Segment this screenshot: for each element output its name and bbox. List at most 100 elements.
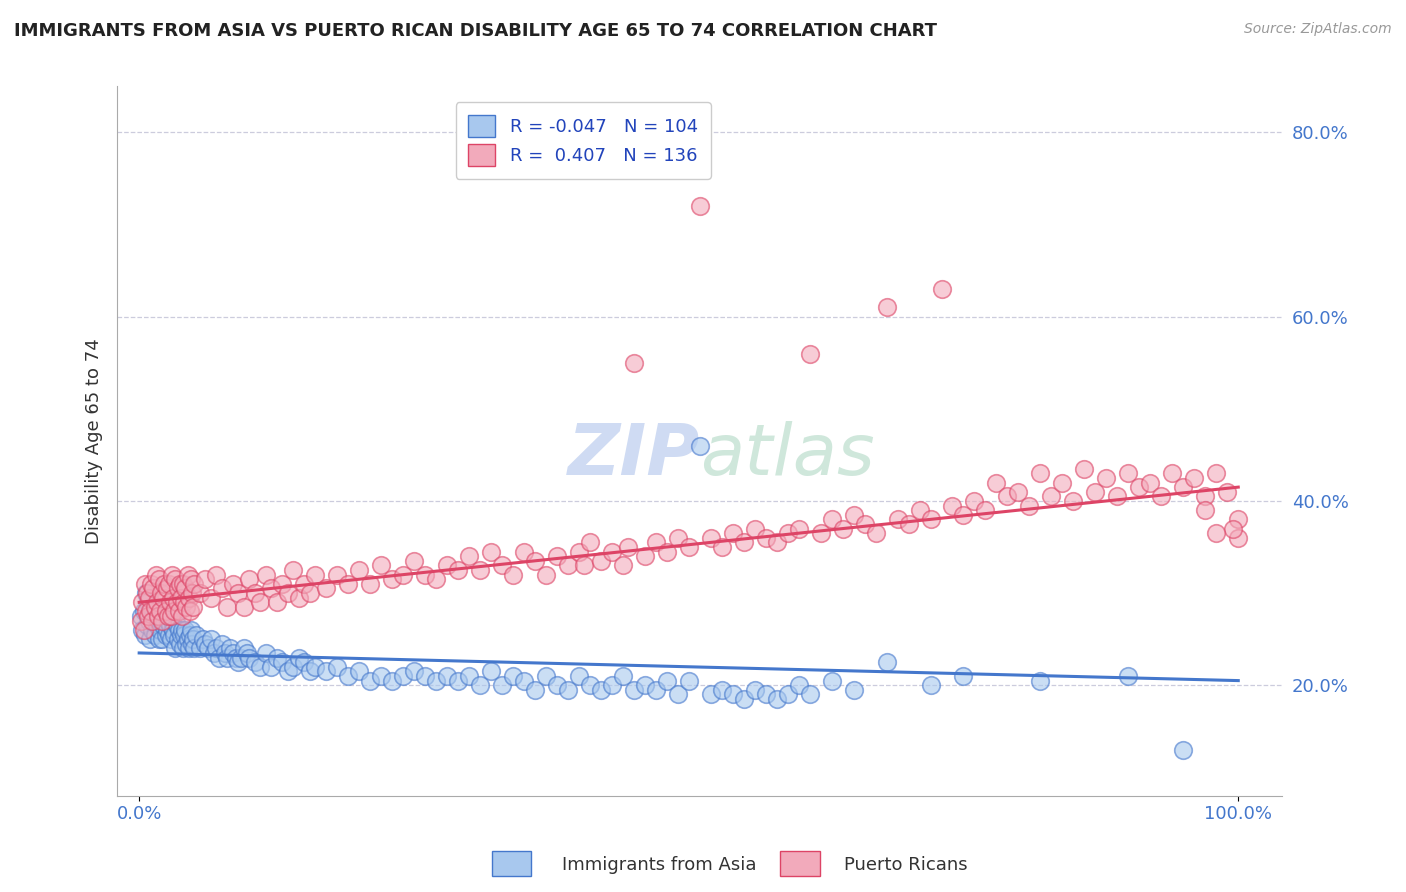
- Point: [281, 563, 304, 577]
- Point: [200, 591, 222, 605]
- Point: [226, 586, 249, 600]
- Point: [172, 641, 194, 656]
- Point: [166, 595, 188, 609]
- Point: [413, 567, 436, 582]
- Point: [908, 503, 931, 517]
- Point: [634, 678, 657, 692]
- Point: [226, 655, 249, 669]
- Point: [217, 599, 239, 614]
- Point: [623, 682, 645, 697]
- Point: [169, 577, 191, 591]
- Point: [578, 678, 600, 692]
- Point: [557, 558, 579, 573]
- Point: [491, 678, 513, 692]
- Point: [156, 609, 179, 624]
- Point: [281, 660, 304, 674]
- Point: [623, 356, 645, 370]
- Point: [810, 526, 832, 541]
- Point: [381, 673, 404, 688]
- Point: [170, 609, 193, 624]
- Text: IMMIGRANTS FROM ASIA VS PUERTO RICAN DISABILITY AGE 65 TO 74 CORRELATION CHART: IMMIGRANTS FROM ASIA VS PUERTO RICAN DIS…: [14, 22, 936, 40]
- Point: [600, 678, 623, 692]
- Point: [513, 544, 536, 558]
- Point: [176, 637, 198, 651]
- Point: [141, 599, 163, 614]
- Point: [135, 586, 157, 600]
- Point: [143, 627, 166, 641]
- Point: [243, 586, 266, 600]
- Point: [231, 650, 253, 665]
- Point: [225, 650, 247, 665]
- Point: [173, 595, 195, 609]
- Point: [134, 627, 156, 641]
- Point: [188, 641, 211, 656]
- Point: [139, 605, 162, 619]
- Point: [134, 577, 156, 591]
- Point: [952, 669, 974, 683]
- Point: [546, 678, 568, 692]
- Point: [177, 591, 200, 605]
- Point: [145, 605, 167, 619]
- Point: [165, 572, 187, 586]
- Point: [131, 623, 153, 637]
- Point: [744, 522, 766, 536]
- Point: [941, 499, 963, 513]
- Point: [425, 572, 447, 586]
- Point: [149, 605, 172, 619]
- Point: [392, 567, 415, 582]
- Point: [152, 618, 174, 632]
- Point: [181, 632, 204, 647]
- Point: [191, 632, 214, 647]
- Point: [148, 572, 170, 586]
- Point: [425, 673, 447, 688]
- Point: [392, 669, 415, 683]
- Point: [315, 582, 337, 596]
- Point: [589, 682, 612, 697]
- Point: [842, 682, 865, 697]
- Point: [600, 544, 623, 558]
- Point: [150, 586, 173, 600]
- Point: [156, 614, 179, 628]
- Point: [159, 618, 181, 632]
- Point: [138, 591, 160, 605]
- Point: [292, 655, 315, 669]
- Point: [148, 632, 170, 647]
- Point: [337, 669, 360, 683]
- Point: [1161, 467, 1184, 481]
- Point: [139, 632, 162, 647]
- Point: [131, 614, 153, 628]
- Point: [131, 609, 153, 624]
- Point: [260, 582, 283, 596]
- Point: [166, 632, 188, 647]
- Point: [254, 646, 277, 660]
- Point: [277, 665, 299, 679]
- Point: [145, 595, 167, 609]
- Point: [146, 614, 169, 628]
- Point: [162, 591, 184, 605]
- Point: [135, 586, 157, 600]
- Point: [141, 577, 163, 591]
- Point: [181, 637, 204, 651]
- Point: [277, 586, 299, 600]
- Point: [292, 577, 315, 591]
- Point: [163, 605, 186, 619]
- Point: [219, 641, 242, 656]
- Point: [370, 558, 392, 573]
- Point: [1227, 531, 1250, 545]
- Point: [644, 682, 666, 697]
- Point: [304, 660, 326, 674]
- Point: [1095, 471, 1118, 485]
- Point: [166, 582, 188, 596]
- Point: [180, 572, 202, 586]
- Point: [131, 595, 153, 609]
- Point: [136, 595, 159, 609]
- Point: [153, 614, 176, 628]
- Point: [831, 522, 853, 536]
- Point: [156, 582, 179, 596]
- Point: [149, 623, 172, 637]
- Point: [155, 605, 177, 619]
- Point: [142, 609, 165, 624]
- Point: [180, 623, 202, 637]
- Point: [160, 567, 183, 582]
- Point: [249, 595, 271, 609]
